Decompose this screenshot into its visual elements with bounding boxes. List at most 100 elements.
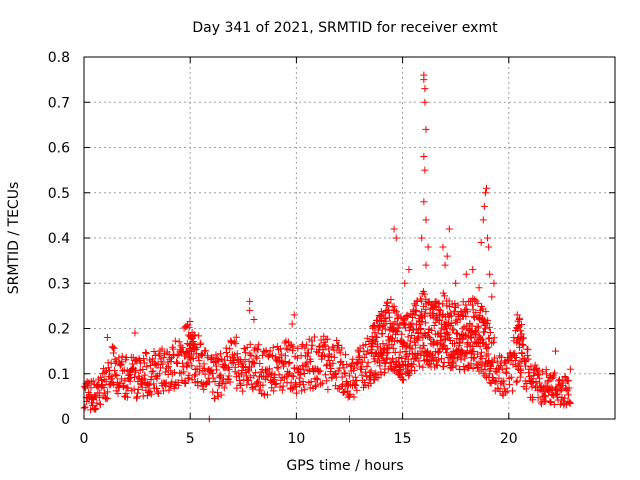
data-point [515, 315, 523, 323]
data-point [92, 404, 100, 412]
data-point [421, 290, 429, 298]
data-point [473, 322, 481, 330]
data-point [286, 359, 294, 367]
data-point [365, 338, 373, 346]
data-point [430, 322, 438, 330]
data-point [174, 381, 182, 389]
data-point [289, 372, 297, 380]
data-point [157, 364, 165, 372]
data-point [461, 354, 469, 362]
data-point [288, 320, 296, 328]
data-point [457, 356, 465, 364]
data-point [371, 321, 379, 329]
data-point [489, 358, 497, 366]
data-point [524, 355, 532, 363]
data-point [278, 386, 286, 394]
data-point [443, 252, 451, 260]
data-point [433, 362, 441, 370]
data-point [277, 350, 285, 358]
data-point [485, 335, 493, 343]
data-point [142, 348, 150, 356]
data-point [379, 346, 387, 354]
data-point [307, 378, 315, 386]
data-point [440, 292, 448, 300]
chart-title: Day 341 of 2021, SRMTID for receiver exm… [192, 20, 498, 36]
data-point [273, 363, 281, 371]
data-point [411, 311, 419, 319]
data-point [507, 373, 515, 381]
data-point [343, 379, 351, 387]
data-point [353, 386, 361, 394]
data-point [438, 311, 446, 319]
data-point [217, 371, 225, 379]
data-point [103, 334, 111, 342]
data-point [480, 328, 488, 336]
data-point [108, 372, 116, 380]
data-point [225, 372, 233, 380]
data-point [434, 348, 442, 356]
x-axis-label: GPS time / hours [286, 458, 403, 474]
data-point [394, 358, 402, 366]
data-point [558, 386, 566, 394]
data-point [171, 368, 179, 376]
data-point [154, 388, 162, 396]
data-point [379, 340, 387, 348]
data-point [406, 370, 414, 378]
data-point [214, 393, 222, 401]
data-point [479, 216, 487, 224]
data-point [212, 351, 220, 359]
data-point [401, 279, 409, 287]
data-point [421, 85, 429, 93]
data-point [465, 363, 473, 371]
data-point [516, 373, 524, 381]
data-point [561, 394, 569, 402]
data-point [134, 386, 142, 394]
data-point [367, 367, 375, 375]
data-point [142, 350, 150, 358]
data-point [216, 350, 224, 358]
data-point [484, 350, 492, 358]
data-point [265, 365, 273, 373]
data-point [277, 376, 285, 384]
data-point [103, 394, 111, 402]
data-point [543, 370, 551, 378]
data-point [188, 351, 196, 359]
data-point [138, 383, 146, 391]
data-point [167, 358, 175, 366]
data-point [171, 337, 179, 345]
data-point [146, 387, 154, 395]
data-point [518, 340, 526, 348]
data-point [534, 394, 542, 402]
data-point [454, 301, 462, 309]
x-tick-label: 15 [394, 431, 412, 447]
data-point [548, 375, 556, 383]
data-point [520, 334, 528, 342]
data-point [387, 295, 395, 303]
x-tick-label: 0 [80, 431, 89, 447]
data-point [319, 346, 327, 354]
data-point [301, 344, 309, 352]
data-point [436, 306, 444, 314]
data-point [143, 392, 151, 400]
data-point [381, 325, 389, 333]
data-point [448, 359, 456, 367]
data-point [337, 357, 345, 365]
data-point [475, 323, 483, 331]
data-point [498, 366, 506, 374]
data-point [201, 370, 209, 378]
data-point [313, 374, 321, 382]
data-point [237, 381, 245, 389]
data-point [391, 307, 399, 315]
data-point [451, 340, 459, 348]
data-point [406, 337, 414, 345]
data-point [98, 382, 106, 390]
data-point [422, 125, 430, 133]
data-point [484, 316, 492, 324]
data-point [162, 379, 170, 387]
data-point [230, 338, 238, 346]
data-point [469, 343, 477, 351]
data-point [196, 362, 204, 370]
data-point [468, 301, 476, 309]
x-tick-labels: 0 5 10 15 20 [80, 431, 518, 447]
data-point [378, 329, 386, 337]
